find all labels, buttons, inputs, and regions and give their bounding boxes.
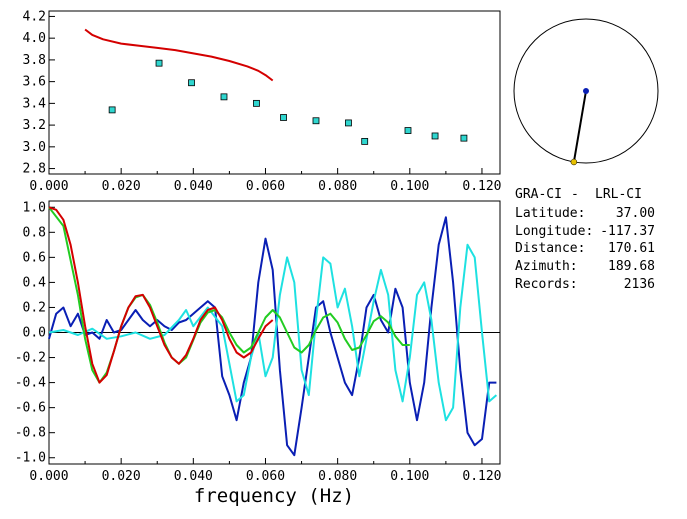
correlation-red-curve — [48, 206, 274, 384]
velocity-model-curve — [84, 28, 274, 82]
velocity-y-tick-label: 3.6 — [23, 75, 46, 90]
correlation-x-tick-label: 0.040 — [174, 469, 213, 484]
distance-value: 170.61 — [608, 241, 655, 256]
correlation-cyan-curve — [48, 243, 498, 422]
x-axis-label: frequency (Hz) — [194, 485, 354, 507]
correlation-x-tick-label: 0.080 — [318, 469, 357, 484]
velocity-data-point — [431, 132, 439, 140]
velocity-data-point — [155, 59, 163, 67]
records-value: 2136 — [624, 277, 655, 292]
correlation-y-tick-label: -0.2 — [15, 351, 46, 366]
velocity-data-point — [361, 137, 369, 145]
pair-title-a: GRA-CI — [515, 187, 562, 202]
velocity-y-tick-label: 4.2 — [23, 9, 46, 24]
velocity-x-tick-label: 0.060 — [246, 179, 285, 194]
velocity-y-tick-label: 3.8 — [23, 53, 46, 68]
azimuth-value: 189.68 — [608, 259, 655, 274]
correlation-blue-curve — [48, 216, 497, 457]
correlation-y-tick-label: 0.6 — [23, 250, 46, 265]
correlation-y-tick-label: 0.0 — [23, 326, 46, 341]
velocity-data-point — [312, 117, 320, 125]
velocity-y-tick-label: 2.8 — [23, 162, 46, 177]
longitude-label: Longitude: — [515, 224, 593, 239]
velocity-y-tick-label: 3.4 — [23, 96, 47, 111]
correlation-x-tick-label: 0.020 — [102, 469, 141, 484]
station-marker — [570, 158, 578, 166]
correlation-y-tick-label: 0.4 — [23, 275, 47, 290]
velocity-y-tick-label: 4.0 — [23, 31, 46, 46]
correlation-y-tick-label: 0.8 — [23, 225, 46, 240]
velocity-data-point — [345, 119, 352, 127]
longitude-value: -117.37 — [600, 224, 655, 239]
velocity-data-point — [220, 93, 228, 101]
velocity-plot: 0.000 0.020 0.040 0.060 0.080 0.100 0.120 4.2 4.… — [23, 9, 502, 194]
correlation-y-tick-label: -0.8 — [15, 426, 46, 441]
velocity-data-point — [460, 134, 468, 142]
epicenter-marker — [583, 88, 589, 94]
correlation-y-tick-label: -0.6 — [15, 401, 46, 416]
velocity-y-tick-label: 3.2 — [23, 118, 46, 133]
correlation-x-tick-label: 0.000 — [29, 469, 68, 484]
correlation-x-tick-label: 0.100 — [390, 469, 429, 484]
velocity-data-point — [253, 99, 260, 107]
velocity-x-tick-label: 0.000 — [29, 179, 68, 194]
velocity-x-tick-label: 0.100 — [390, 179, 429, 194]
correlation-y-tick-label: 0.2 — [23, 300, 46, 315]
correlation-y-tick-label: 1.0 — [23, 200, 46, 215]
pair-title-b: LRL-CI — [595, 187, 642, 202]
azimuth-label: Azimuth: — [515, 259, 578, 274]
distance-label: Distance: — [515, 241, 585, 256]
latitude-value: 37.00 — [616, 206, 655, 221]
correlation-y-tick-label: -0.4 — [15, 376, 46, 391]
pair-title-sep: - — [571, 187, 579, 202]
velocity-x-tick-label: 0.020 — [102, 179, 141, 194]
correlation-x-tick-label: 0.060 — [246, 469, 285, 484]
velocity-data-point — [188, 79, 195, 87]
velocity-data-point — [404, 127, 412, 134]
velocity-y-tick-label: 3.0 — [23, 140, 46, 155]
info-panel: GRA-CI - LRL-CI Latitude: 37.00 Longitud… — [515, 187, 655, 292]
velocity-plot-frame — [48, 10, 501, 175]
velocity-x-tick-label: 0.120 — [462, 179, 501, 194]
correlation-y-tick-label: -1.0 — [15, 451, 46, 466]
correlation-plot: 0.000 0.020 0.040 0.060 0.080 0.100 0.120 1.0 0.… — [15, 200, 502, 484]
velocity-data-point — [280, 114, 287, 121]
station-map — [513, 18, 659, 166]
velocity-x-tick-label: 0.040 — [174, 179, 213, 194]
great-circle-path — [572, 90, 587, 163]
correlation-x-tick-label: 0.120 — [462, 469, 501, 484]
records-label: Records: — [515, 277, 578, 292]
map-circle — [513, 18, 659, 164]
velocity-x-tick-label: 0.080 — [318, 179, 357, 194]
velocity-data-point — [108, 106, 116, 114]
latitude-label: Latitude: — [515, 206, 585, 221]
